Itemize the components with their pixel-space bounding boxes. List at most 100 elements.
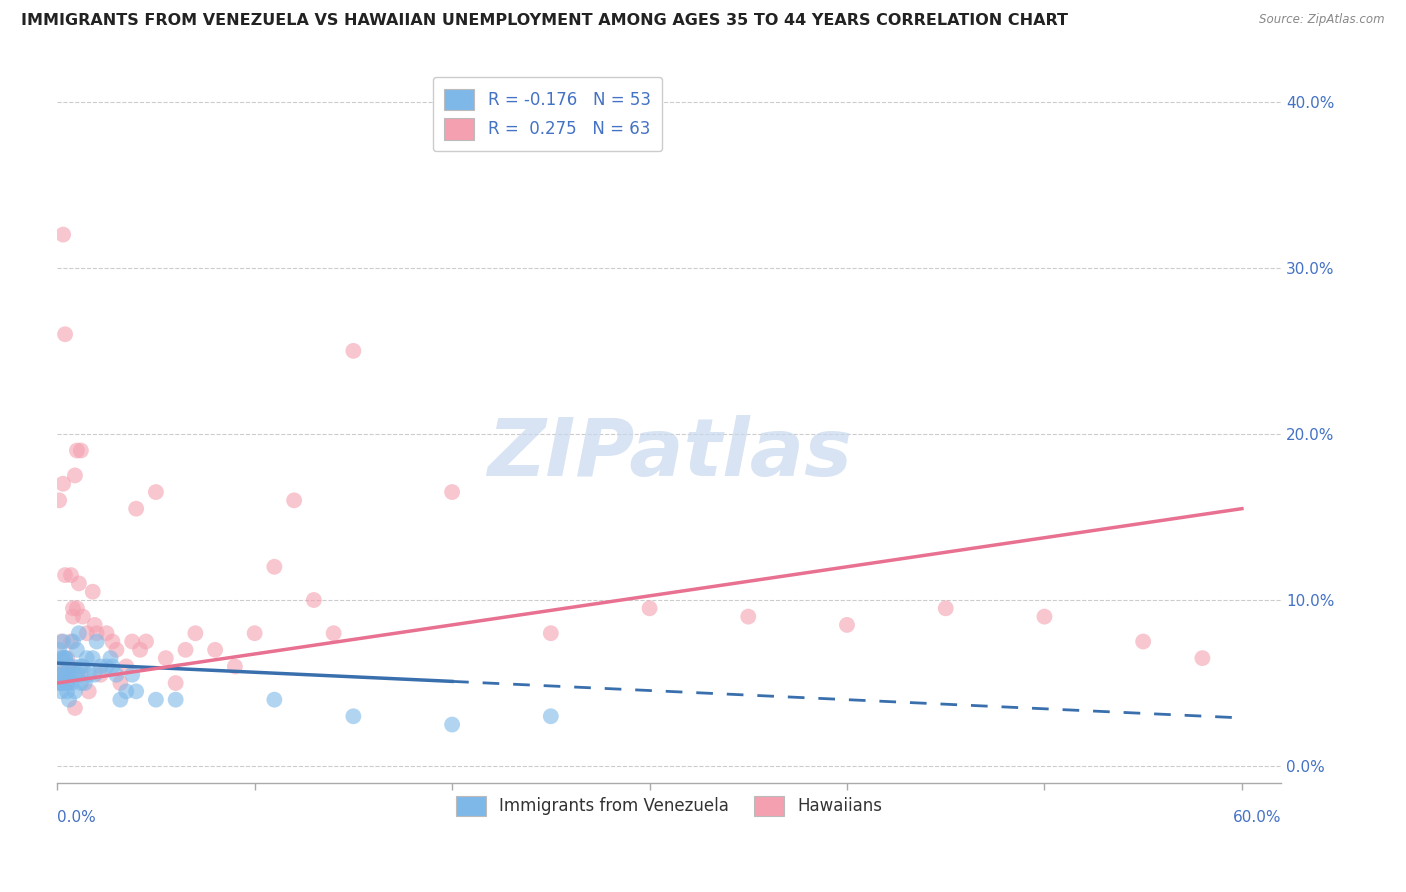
Point [66,443,89,458]
Point [638,601,661,615]
Point [322,626,344,640]
Point [204,643,226,657]
Point [184,626,207,640]
Point [56,684,79,698]
Text: IMMIGRANTS FROM VENEZUELA VS HAWAIIAN UNEMPLOYMENT AMONG AGES 35 TO 44 YEARS COR: IMMIGRANTS FROM VENEZUELA VS HAWAIIAN UN… [21,13,1069,29]
Point [62,659,84,673]
Point [145,485,167,500]
Point [121,667,143,681]
Text: ZIPatlas: ZIPatlas [486,415,852,493]
Point [53,667,76,681]
Point [263,559,285,574]
Point [56,667,79,681]
Point [83,618,105,632]
Point [342,709,364,723]
Point [86,634,108,648]
Point [73,676,96,690]
Point [63,468,86,483]
Point [49,676,72,690]
Point [48,667,70,681]
Point [76,651,98,665]
Point [441,717,464,731]
Point [48,493,70,508]
Text: 60.0%: 60.0% [1233,810,1281,825]
Point [63,701,86,715]
Point [52,634,75,648]
Point [145,692,167,706]
Point [58,659,80,673]
Point [49,659,72,673]
Text: Source: ZipAtlas.com: Source: ZipAtlas.com [1260,13,1385,27]
Point [342,343,364,358]
Point [52,667,75,681]
Point [135,634,157,648]
Point [283,493,305,508]
Point [129,643,152,657]
Point [59,676,82,690]
Point [72,609,94,624]
Point [101,634,124,648]
Point [77,684,100,698]
Point [441,485,464,500]
Point [53,651,76,665]
Point [105,643,128,657]
Point [1033,609,1056,624]
Point [737,609,759,624]
Point [165,692,187,706]
Point [49,634,72,648]
Point [90,667,112,681]
Point [70,659,93,673]
Point [52,651,75,665]
Point [49,651,72,665]
Point [935,601,957,615]
Point [48,667,70,681]
Point [540,626,562,640]
Point [76,626,98,640]
Point [70,667,93,681]
Point [62,634,84,648]
Point [1132,634,1154,648]
Point [58,659,80,673]
Point [58,692,80,706]
Point [67,576,90,591]
Point [49,676,72,690]
Point [224,659,246,673]
Point [66,643,89,657]
Point [72,659,94,673]
Point [53,651,76,665]
Point [67,626,90,640]
Point [243,626,266,640]
Point [66,667,89,681]
Point [70,676,93,690]
Point [165,676,187,690]
Point [52,476,75,491]
Point [90,659,112,673]
Point [86,626,108,640]
Point [125,684,148,698]
Point [53,327,76,342]
Point [59,634,82,648]
Point [48,676,70,690]
Point [83,667,105,681]
Point [52,227,75,242]
Point [115,684,138,698]
Point [174,643,197,657]
Point [101,659,124,673]
Point [110,692,132,706]
Point [53,667,76,681]
Point [155,651,177,665]
Point [1191,651,1213,665]
Point [59,667,82,681]
Point [125,501,148,516]
Point [121,634,143,648]
Point [82,584,104,599]
Point [82,651,104,665]
Point [53,568,76,582]
Point [56,676,79,690]
Point [62,609,84,624]
Legend: Immigrants from Venezuela, Hawaiians: Immigrants from Venezuela, Hawaiians [447,788,891,824]
Point [58,667,80,681]
Point [58,659,80,673]
Point [56,651,79,665]
Point [63,684,86,698]
